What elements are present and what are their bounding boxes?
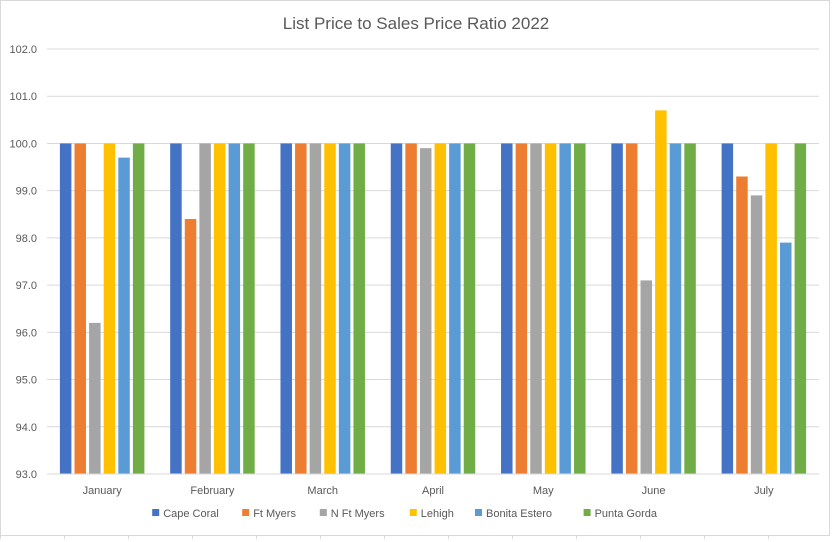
bars [59,110,807,475]
x-tick-label: February [190,485,235,497]
bar-cape-coral-june[interactable] [611,143,623,474]
bar-lehigh-february[interactable] [213,143,226,474]
bar-cape-coral-march[interactable] [280,143,292,474]
bar-bonita-estero-july[interactable] [780,242,792,474]
bar-bonita-estero-june[interactable] [669,143,682,474]
legend-swatch [242,509,250,516]
y-tick-label: 95.0 [16,375,37,387]
legend-item[interactable]: Punta Gorda [583,508,658,520]
bar-ft-myers-march[interactable] [295,143,307,474]
bar-punta-gorda-january[interactable] [132,143,145,474]
legend-label: Lehigh [421,508,454,520]
legend-swatch [152,509,160,516]
x-tick-label: January [83,485,123,497]
bar-lehigh-march[interactable] [324,143,336,474]
bar-n-ft-myers-march[interactable] [309,143,322,474]
legend-label: Punta Gorda [595,508,658,520]
x-axis: January February March April May June July [47,473,819,497]
bar-punta-gorda-july[interactable] [794,143,807,474]
bar-n-ft-myers-july[interactable] [750,195,763,474]
bar-lehigh-june[interactable] [655,110,667,474]
y-tick-label: 99.0 [16,186,37,198]
chart-title: List Price to Sales Price Ratio 2022 [283,14,549,33]
x-tick-label: April [422,485,444,497]
bar-ft-myers-may[interactable] [515,143,528,474]
bar-cape-coral-may[interactable] [501,143,513,474]
legend-item[interactable]: Bonita Estero [475,508,552,520]
x-tick-label: July [754,485,774,497]
y-axis: 93.0 94.0 95.0 96.0 97.0 98.0 99.0 100.0 101.0 10… [9,44,37,481]
bar-lehigh-may[interactable] [544,143,557,474]
bar-n-ft-myers-february[interactable] [199,143,211,474]
bar-punta-gorda-april[interactable] [463,143,476,474]
legend: Cape Coral Ft Myers N Ft Myers Lehigh Bonita… [152,508,658,520]
bar-cape-coral-april[interactable] [390,143,403,474]
bar-ft-myers-january[interactable] [74,143,86,474]
bar-cape-coral-july[interactable] [721,143,734,474]
bar-bonita-estero-february[interactable] [228,143,241,474]
bar-n-ft-myers-may[interactable] [530,143,542,474]
bar-lehigh-january[interactable] [103,143,116,474]
bar-punta-gorda-march[interactable] [353,143,365,474]
bar-n-ft-myers-january[interactable] [89,322,101,474]
legend-item[interactable]: N Ft Myers [319,508,385,520]
bar-lehigh-april[interactable] [434,143,447,474]
bar-ft-myers-april[interactable] [405,143,417,474]
legend-swatch [475,509,482,516]
y-tick-label: 93.0 [16,469,37,481]
y-tick-label: 100.0 [9,138,37,150]
bar-punta-gorda-may[interactable] [574,143,586,474]
y-tick-label: 102.0 [9,44,37,56]
legend-swatch [319,509,327,516]
bar-lehigh-july[interactable] [765,143,777,474]
y-tick-label: 101.0 [9,91,37,103]
bar-bonita-estero-january[interactable] [118,157,130,474]
legend-label: N Ft Myers [331,508,385,520]
y-tick-label: 96.0 [16,327,37,339]
bar-ft-myers-february[interactable] [184,219,197,474]
legend-label: Bonita Estero [486,508,552,520]
gridlines [47,48,819,475]
bar-cape-coral-february[interactable] [170,143,182,474]
legend-label: Cape Coral [163,508,219,520]
legend-swatch [409,509,417,516]
y-tick-label: 97.0 [16,280,37,292]
bar-n-ft-myers-june[interactable] [640,280,653,474]
bar-n-ft-myers-april[interactable] [419,148,432,474]
x-tick-label: May [533,485,554,497]
bar-bonita-estero-april[interactable] [449,143,461,474]
bar-ft-myers-july[interactable] [736,176,748,475]
y-tick-label: 94.0 [16,422,37,434]
bar-ft-myers-june[interactable] [625,143,638,474]
bar-punta-gorda-february[interactable] [243,143,255,474]
legend-item[interactable]: Lehigh [409,508,454,520]
y-tick-label: 98.0 [16,233,37,245]
bar-cape-coral-january[interactable] [59,143,72,474]
x-tick-label: June [642,485,666,497]
bar-punta-gorda-june[interactable] [684,143,696,474]
legend-item[interactable]: Ft Myers [242,508,296,520]
legend-item[interactable]: Cape Coral [152,508,219,520]
legend-label: Ft Myers [253,508,296,520]
bar-bonita-estero-march[interactable] [338,143,351,474]
x-tick-label: March [307,485,338,497]
bar-bonita-estero-may[interactable] [559,143,571,474]
legend-swatch [583,509,591,516]
